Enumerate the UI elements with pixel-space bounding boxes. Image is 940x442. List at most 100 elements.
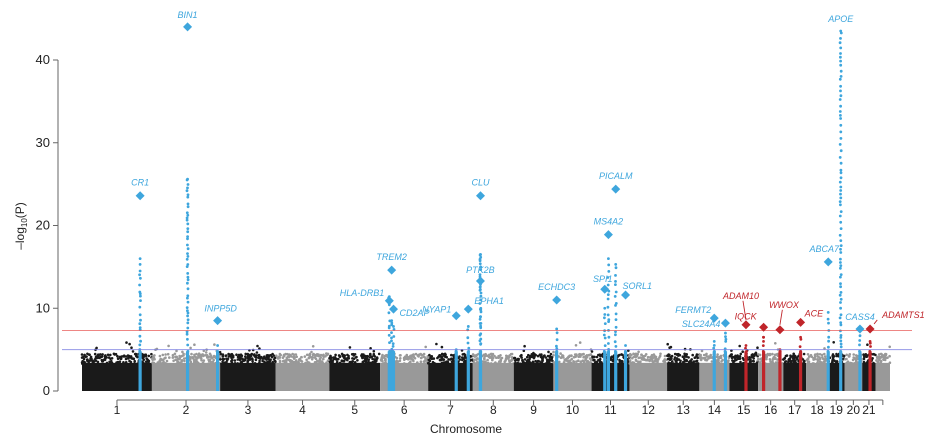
snp-point xyxy=(839,285,842,289)
snp-point xyxy=(850,361,853,365)
snp-point xyxy=(335,361,339,364)
snp-point xyxy=(876,360,880,364)
snp-point xyxy=(308,354,311,357)
snp-point xyxy=(479,294,483,298)
snp-point xyxy=(235,353,238,357)
snp-point xyxy=(433,362,436,365)
locus-column xyxy=(555,351,559,391)
snp-point xyxy=(823,352,826,356)
snp-point xyxy=(792,352,795,356)
snp-point xyxy=(562,361,566,364)
snp-point xyxy=(552,354,555,357)
snp-point xyxy=(399,357,402,360)
snp-point xyxy=(390,331,393,334)
snp-point xyxy=(589,361,593,364)
snp-point xyxy=(493,354,496,358)
snp-point xyxy=(328,360,332,364)
snp-point xyxy=(705,352,708,356)
snp-point xyxy=(491,356,495,360)
snp-point xyxy=(614,302,618,305)
snp-point xyxy=(823,361,826,364)
snp-point xyxy=(139,299,142,302)
snp-point xyxy=(664,362,668,365)
snp-point xyxy=(268,354,272,357)
snp-point xyxy=(820,353,824,357)
snp-point xyxy=(258,361,261,365)
snp-point xyxy=(248,357,252,361)
snp-point xyxy=(607,257,610,260)
chromosome-block-3 xyxy=(220,362,276,391)
x-tick-label: 21 xyxy=(862,403,876,417)
snp-point xyxy=(452,357,455,360)
snp-points xyxy=(80,29,892,391)
snp-point xyxy=(839,273,843,276)
snp-point xyxy=(639,360,642,364)
snp-point xyxy=(658,356,661,359)
snp-point xyxy=(473,354,476,357)
locus-column xyxy=(391,351,396,391)
gene-label-epha1: EPHA1 xyxy=(474,296,504,306)
gene-label-echdc3: ECHDC3 xyxy=(538,282,575,292)
snp-point xyxy=(550,355,554,359)
snp-point xyxy=(381,353,384,357)
snp-point xyxy=(255,351,259,354)
snp-point xyxy=(809,353,813,357)
snp-point xyxy=(145,357,148,360)
snp-point xyxy=(839,114,842,117)
snp-point xyxy=(583,361,586,364)
snp-point xyxy=(869,345,872,348)
snp-point xyxy=(138,263,142,266)
snp-point xyxy=(183,359,186,363)
snp-point xyxy=(858,339,862,342)
snp-point xyxy=(293,355,296,359)
snp-point xyxy=(541,356,544,360)
snp-point xyxy=(739,360,742,364)
snp-point xyxy=(161,353,165,357)
snp-point xyxy=(672,362,675,365)
snp-point xyxy=(614,333,617,337)
x-tick-label: 2 xyxy=(183,403,190,417)
snp-point xyxy=(610,355,614,359)
snp-point xyxy=(281,359,285,363)
snp-point xyxy=(478,333,482,337)
snp-point xyxy=(395,360,399,364)
chromosome-block-5 xyxy=(329,362,381,391)
snp-point xyxy=(167,344,170,348)
snp-point xyxy=(390,336,393,340)
snp-point xyxy=(472,361,476,364)
snp-point xyxy=(165,359,169,363)
snp-point xyxy=(654,355,658,359)
snp-point xyxy=(858,343,861,347)
gene-label-clu: CLU xyxy=(471,178,490,188)
snp-point xyxy=(696,362,700,365)
snp-point xyxy=(823,355,827,358)
snp-point xyxy=(775,353,778,356)
snp-point xyxy=(186,326,190,330)
snp-point xyxy=(614,262,618,266)
snp-point xyxy=(138,322,142,326)
snp-point xyxy=(613,295,617,298)
snp-point xyxy=(185,218,189,222)
snp-point xyxy=(361,360,365,364)
snp-point xyxy=(818,353,822,356)
snp-point xyxy=(485,362,489,365)
locus-column xyxy=(138,351,142,391)
chromosome-block-4 xyxy=(275,362,330,391)
snp-point xyxy=(669,357,673,360)
snp-point xyxy=(278,362,282,365)
snp-point xyxy=(186,247,190,251)
snp-point xyxy=(520,353,523,357)
snp-point xyxy=(219,358,222,361)
lead-snp-diamond-epha1 xyxy=(463,304,473,314)
lead-snp-diamond-ace xyxy=(796,317,806,327)
snp-point xyxy=(221,357,225,361)
snp-point xyxy=(831,358,835,362)
snp-point xyxy=(390,339,393,343)
snp-point xyxy=(614,312,618,316)
snp-point xyxy=(293,360,297,364)
snp-point xyxy=(472,358,476,362)
snp-point xyxy=(129,360,133,364)
snp-point xyxy=(475,357,478,361)
snp-point xyxy=(818,356,821,359)
snp-point xyxy=(751,359,755,363)
